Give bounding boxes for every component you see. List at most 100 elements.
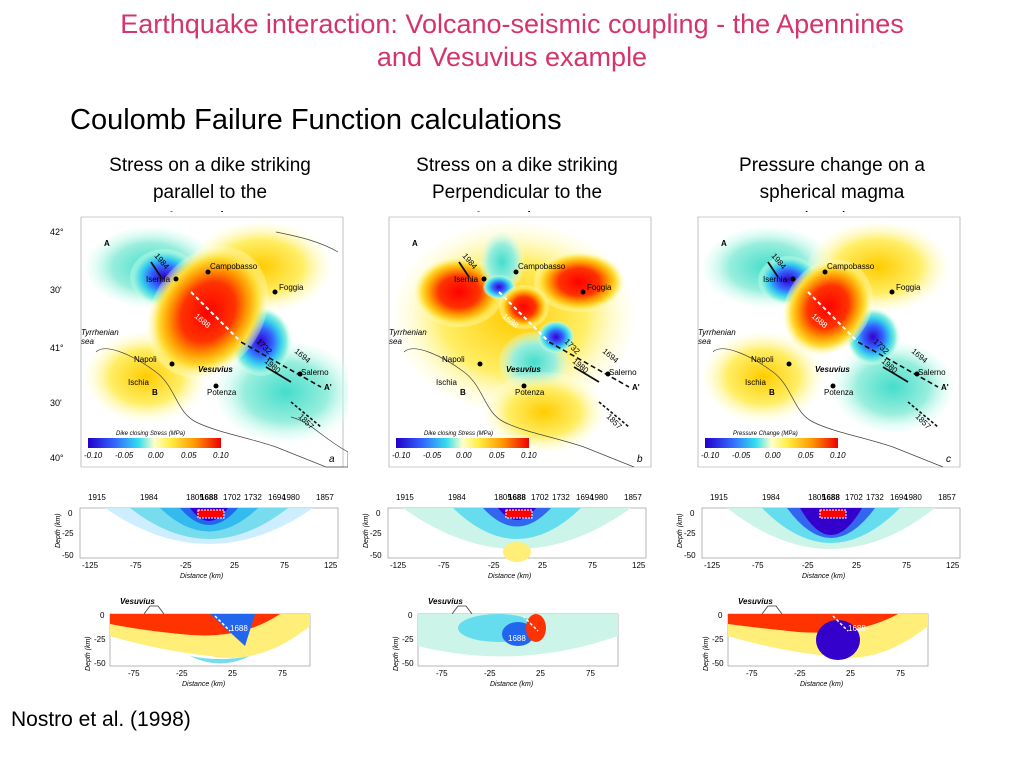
x-tick: 125 bbox=[632, 561, 646, 570]
y-tick: -25 bbox=[402, 635, 414, 644]
label-1688: 1688 bbox=[230, 624, 248, 633]
colorbar-tick: 0.10 bbox=[830, 451, 846, 460]
x-tick: -75 bbox=[130, 561, 142, 570]
panel-letter: a bbox=[329, 454, 335, 465]
section-aa-col-2: Depth (km) 0 -25 -50 1915 1984 1805 1688… bbox=[358, 490, 647, 580]
year-tick: 1915 bbox=[710, 493, 728, 502]
citation: Nostro et al. (1998) bbox=[11, 708, 191, 731]
y-tick: -50 bbox=[712, 659, 724, 668]
sea-label: Tyrrhenian bbox=[698, 328, 736, 337]
town-label: Napoli bbox=[134, 355, 157, 364]
x-tick: -25 bbox=[488, 561, 500, 570]
colorbar-label: Dike closing Stress (MPa) bbox=[424, 431, 493, 437]
section-xlabel: Distance (km) bbox=[488, 573, 531, 580]
town-label: Campobasso bbox=[827, 262, 875, 271]
section-aa-col-3: Depth (km) 0 -25 -50 1915 1984 1805 1688… bbox=[672, 490, 961, 580]
x-tick: 75 bbox=[588, 561, 597, 570]
x-tick: 75 bbox=[278, 669, 287, 678]
profile-end: A' bbox=[324, 383, 332, 392]
map-panel-a: Campobasso Isernia Foggia Napoli Ischia … bbox=[76, 212, 348, 472]
section-bb-col-3: Depth (km) Vesuvius 0 -25 -50 1688 -75 -… bbox=[698, 596, 970, 688]
volcano-label: Vesuvius bbox=[198, 365, 233, 374]
colorbar-tick: -0.10 bbox=[392, 451, 411, 460]
caption-line: spherical magma bbox=[759, 182, 905, 203]
profile-end: A' bbox=[941, 383, 949, 392]
y-tick: -50 bbox=[402, 659, 414, 668]
x-tick: -75 bbox=[752, 561, 764, 570]
caption-line: Stress on a dike striking bbox=[416, 155, 618, 176]
x-tick: 25 bbox=[846, 669, 855, 678]
town-label: Isernia bbox=[763, 275, 788, 284]
colorbar-tick: 0.00 bbox=[456, 451, 472, 460]
year-tick: 1805 bbox=[808, 493, 826, 502]
caption-line: Pressure change on a bbox=[739, 155, 925, 176]
section-ylabel: Depth (km) bbox=[703, 636, 710, 671]
volcano-label: Vesuvius bbox=[815, 365, 850, 374]
lat-tick: 30' bbox=[50, 285, 62, 295]
y-tick: -50 bbox=[370, 551, 382, 560]
section-ylabel: Depth (km) bbox=[55, 513, 62, 548]
section-xlabel: Distance (km) bbox=[800, 681, 843, 688]
y-tick: -50 bbox=[684, 551, 696, 560]
profile-end: A bbox=[104, 239, 110, 248]
section-xlabel: Distance (km) bbox=[180, 573, 223, 580]
colorbar-tick: 0.05 bbox=[489, 451, 505, 460]
colorbar-tick: -0.10 bbox=[84, 451, 103, 460]
town-label: Potenza bbox=[824, 388, 854, 397]
year-tick: 1857 bbox=[938, 493, 956, 502]
x-tick: -125 bbox=[704, 561, 721, 570]
x-tick: 25 bbox=[536, 669, 545, 678]
town-label: Salerno bbox=[918, 368, 946, 377]
town-label: Foggia bbox=[896, 283, 921, 292]
y-tick: -50 bbox=[94, 659, 106, 668]
y-tick: 0 bbox=[718, 611, 723, 620]
x-tick: -75 bbox=[436, 669, 448, 678]
y-tick: -25 bbox=[712, 635, 724, 644]
profile-end: B bbox=[152, 388, 158, 397]
caption-line: parallel to the bbox=[152, 182, 268, 203]
y-tick: -50 bbox=[62, 551, 74, 560]
section-ylabel: Depth (km) bbox=[85, 636, 92, 671]
panel-letter: b bbox=[637, 454, 643, 465]
section-ylabel: Depth (km) bbox=[677, 513, 684, 548]
town-label: Ischia bbox=[436, 378, 457, 387]
y-tick: 0 bbox=[376, 509, 381, 518]
profile-end: A bbox=[412, 239, 418, 248]
year-tick: 1980 bbox=[590, 493, 608, 502]
colorbar-tick: 0.05 bbox=[798, 451, 814, 460]
x-tick: -75 bbox=[128, 669, 140, 678]
caption-line: Stress on a dike striking bbox=[109, 155, 311, 176]
colorbar-tick: -0.05 bbox=[732, 451, 751, 460]
town-label: Ischia bbox=[745, 378, 766, 387]
year-tick: 1732 bbox=[866, 493, 884, 502]
year-tick: 1984 bbox=[762, 493, 780, 502]
x-tick: -75 bbox=[438, 561, 450, 570]
profile-end: A' bbox=[632, 383, 640, 392]
town-label: Isernia bbox=[146, 275, 171, 284]
x-tick: -25 bbox=[794, 669, 806, 678]
section-aa-col-1: Depth (km) 0 -25 -50 1915 1984 1805 1688… bbox=[50, 490, 339, 580]
x-tick: 75 bbox=[896, 669, 905, 678]
town-label: Isernia bbox=[454, 275, 479, 284]
year-tick: 1694 bbox=[890, 493, 908, 502]
year-tick: 1732 bbox=[552, 493, 570, 502]
year-tick: 1688 bbox=[822, 493, 840, 502]
colorbar-tick: 0.10 bbox=[213, 451, 229, 460]
sea-label: sea bbox=[389, 337, 402, 346]
town-label: Salerno bbox=[609, 368, 637, 377]
town-label: Salerno bbox=[301, 368, 329, 377]
map-panel-c: Campobasso Isernia Foggia Napoli Ischia … bbox=[693, 212, 965, 472]
sea-label: Tyrrhenian bbox=[389, 328, 427, 337]
y-tick: 0 bbox=[68, 509, 73, 518]
sea-label: Tyrrhenian bbox=[81, 328, 119, 337]
map-panel-b: Campobasso Isernia Foggia Napoli Ischia … bbox=[384, 212, 656, 472]
y-tick: 0 bbox=[408, 611, 413, 620]
label-1688: 1688 bbox=[508, 634, 526, 643]
town-label: Potenza bbox=[207, 388, 237, 397]
volcano-label: Vesuvius bbox=[506, 365, 541, 374]
label-1688: 1688 bbox=[848, 624, 866, 633]
town-label: Foggia bbox=[587, 283, 612, 292]
colorbar-tick: 0.00 bbox=[148, 451, 164, 460]
colorbar-tick: -0.10 bbox=[701, 451, 720, 460]
x-tick: 75 bbox=[280, 561, 289, 570]
